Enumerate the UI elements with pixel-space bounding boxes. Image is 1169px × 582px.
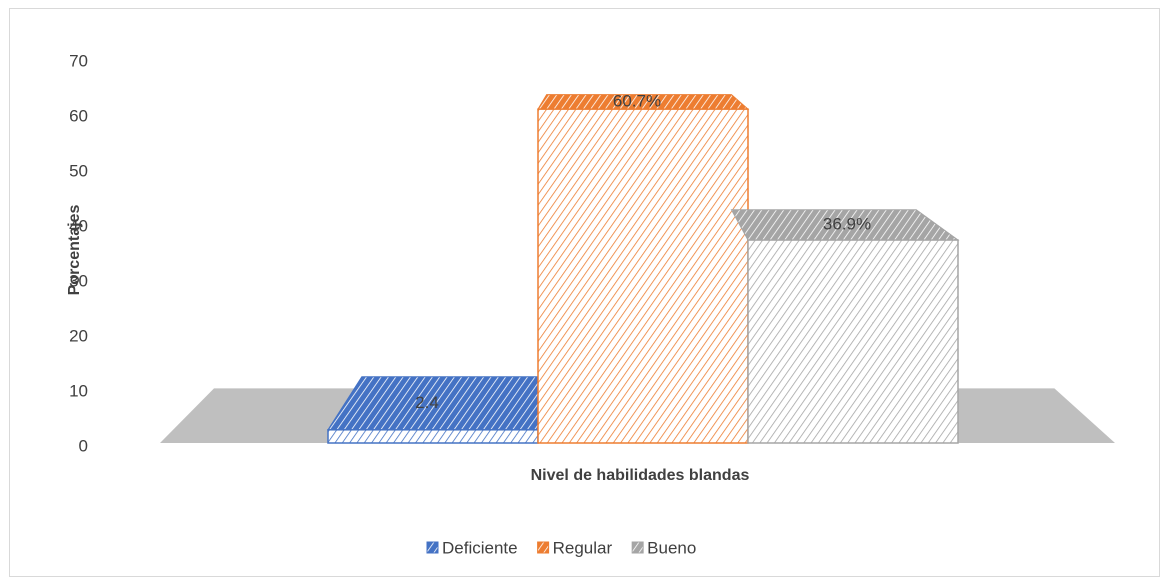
y-tick-label: 0 <box>79 436 88 455</box>
x-axis-label: Nivel de habilidades blandas <box>531 467 750 484</box>
y-tick-label: 30 <box>69 271 88 290</box>
legend-label: Bueno <box>647 538 696 557</box>
data-label: 36.9% <box>823 214 871 233</box>
y-tick-label: 70 <box>69 51 88 70</box>
y-tick-label: 40 <box>69 216 88 235</box>
y-axis-label: Porcentajes <box>66 205 83 296</box>
bar <box>747 239 959 444</box>
legend-label: Regular <box>553 538 613 557</box>
legend-swatch <box>426 541 439 554</box>
legend-label: Deficiente <box>442 538 518 557</box>
y-tick-label: 10 <box>69 381 88 400</box>
data-label: 2.4 <box>415 393 439 412</box>
legend-swatch <box>537 541 550 554</box>
bar <box>327 429 539 444</box>
legend-swatch <box>631 541 644 554</box>
y-tick-label: 20 <box>69 326 88 345</box>
bar <box>537 108 749 444</box>
y-tick-label: 60 <box>69 106 88 125</box>
y-tick-label: 50 <box>69 161 88 180</box>
data-label: 60.7% <box>613 91 661 110</box>
